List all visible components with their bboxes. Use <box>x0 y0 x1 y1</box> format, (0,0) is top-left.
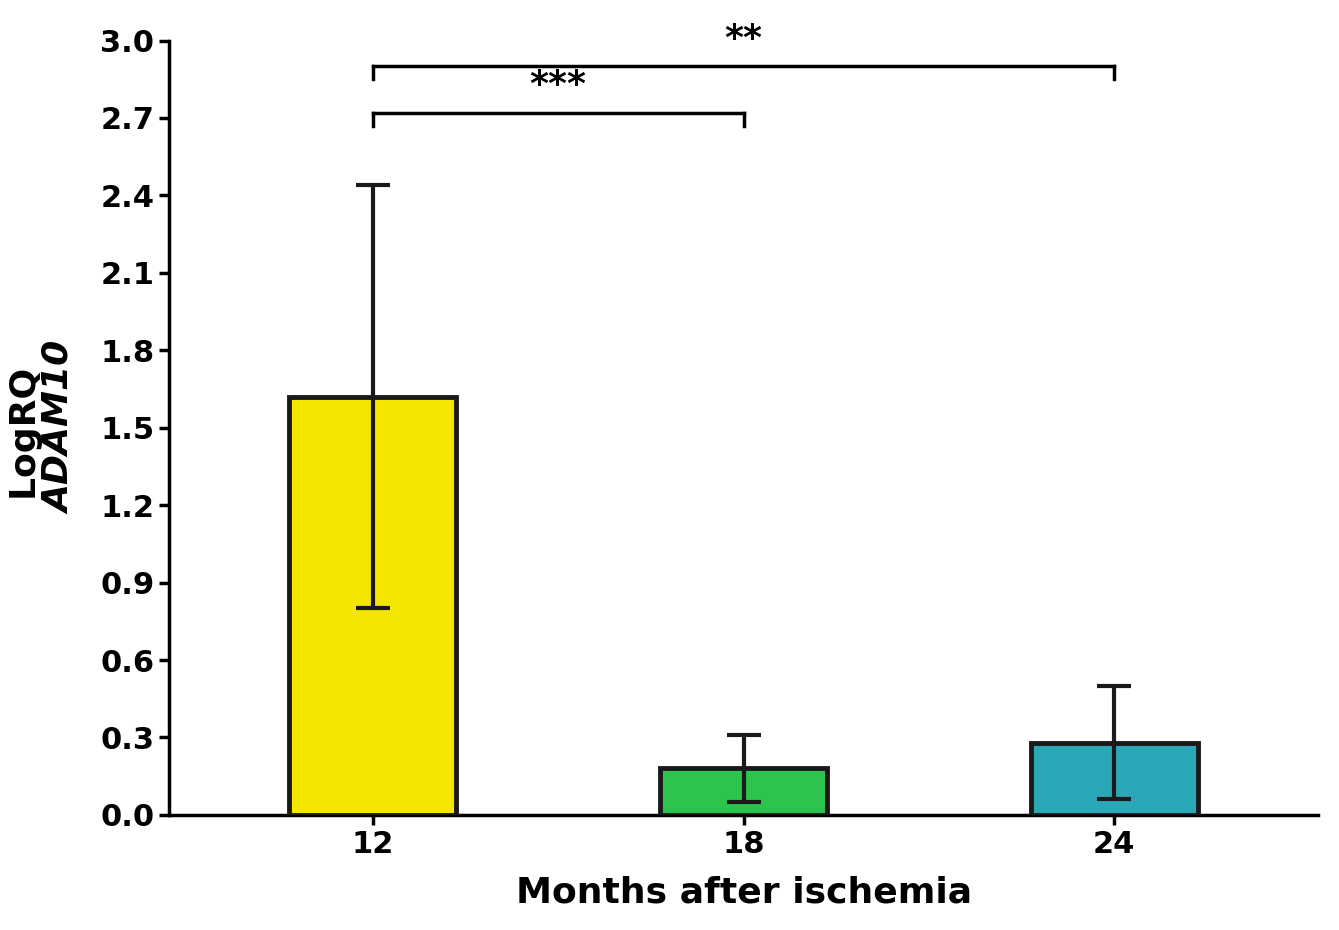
Text: LogRQ: LogRQ <box>8 355 43 500</box>
Text: ***: *** <box>530 69 586 102</box>
Bar <box>289 397 457 815</box>
Text: **: ** <box>724 22 763 56</box>
Bar <box>1031 743 1197 815</box>
Text: ADAM10: ADAM10 <box>43 341 76 514</box>
X-axis label: Months after ischemia: Months after ischemia <box>516 875 972 910</box>
Bar <box>660 768 828 815</box>
